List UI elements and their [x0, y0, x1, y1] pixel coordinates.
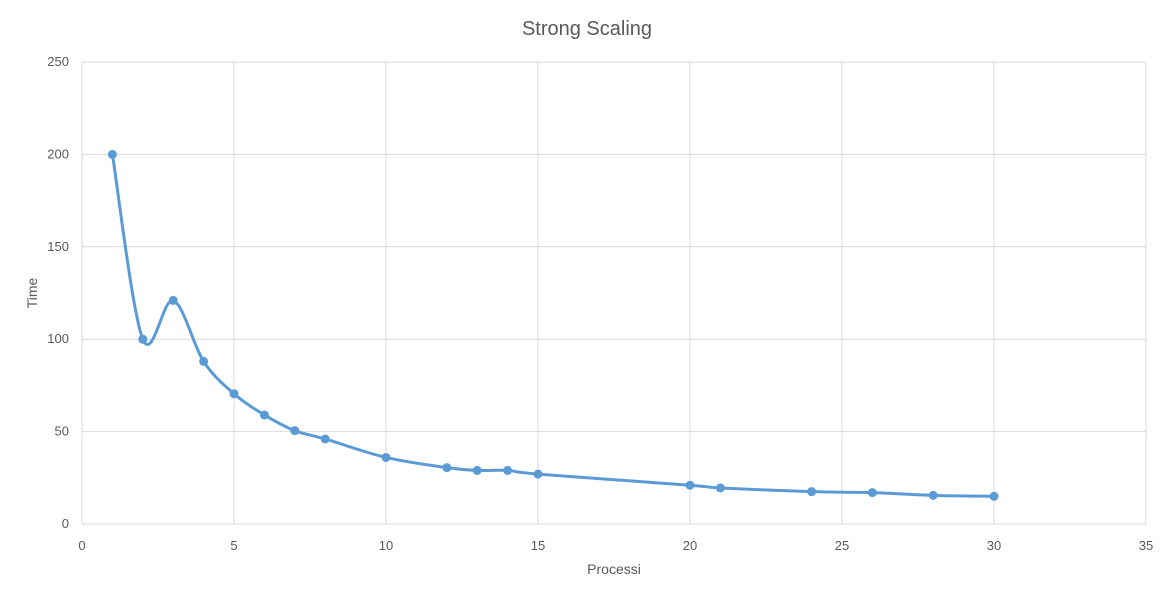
y-tick-label: 100 — [47, 331, 69, 346]
data-point — [442, 463, 452, 473]
x-tick-label: 5 — [230, 538, 237, 553]
x-tick-label: 15 — [531, 538, 545, 553]
x-tick-label: 10 — [379, 538, 393, 553]
data-point — [259, 410, 269, 420]
x-axis-title: Processi — [587, 561, 641, 577]
data-point — [168, 295, 178, 305]
data-point — [199, 356, 209, 366]
x-tick-label: 35 — [1139, 538, 1153, 553]
y-tick-label: 200 — [47, 146, 69, 161]
chart-title: Strong Scaling — [522, 18, 652, 40]
x-tick-label: 25 — [835, 538, 849, 553]
grid-layer — [81, 61, 1147, 525]
data-point — [472, 465, 482, 475]
series-line — [110, 152, 996, 498]
y-tick-label: 50 — [55, 424, 69, 439]
y-axis-title: Time — [24, 277, 40, 308]
data-point — [715, 483, 725, 493]
data-point — [807, 487, 817, 497]
data-point — [533, 469, 543, 479]
data-point — [867, 488, 877, 498]
x-tick-label: 0 — [78, 538, 85, 553]
x-tick-label: 30 — [987, 538, 1001, 553]
data-point — [503, 465, 513, 475]
x-tick-label: 20 — [683, 538, 697, 553]
y-tick-label: 250 — [47, 54, 69, 69]
data-point — [290, 426, 300, 436]
data-point — [320, 434, 330, 444]
data-point — [685, 480, 695, 490]
data-point — [989, 491, 999, 501]
data-point — [928, 490, 938, 500]
data-point — [229, 389, 239, 399]
data-point — [107, 149, 117, 159]
y-tick-label: 0 — [62, 516, 69, 531]
data-point — [138, 334, 148, 344]
series-layer — [107, 149, 999, 501]
data-point — [381, 452, 391, 462]
tick-layer: 0 5 10 15 20 25 30 35 0 50 100 150 200 250 — [47, 54, 1153, 553]
y-tick-label: 150 — [47, 239, 69, 254]
